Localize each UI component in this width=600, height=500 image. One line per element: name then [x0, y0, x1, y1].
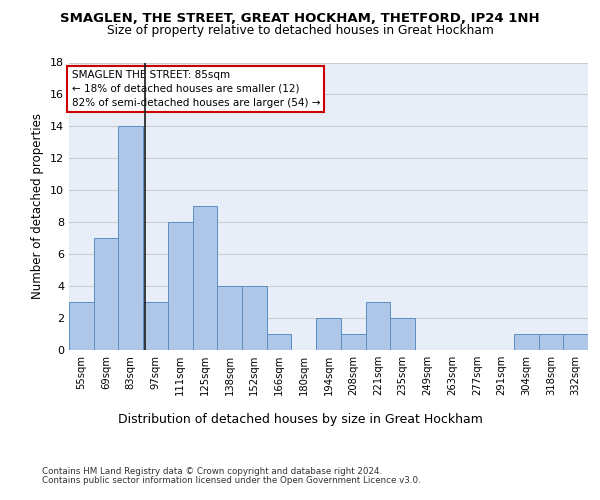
- Text: SMAGLEN, THE STREET, GREAT HOCKHAM, THETFORD, IP24 1NH: SMAGLEN, THE STREET, GREAT HOCKHAM, THET…: [60, 12, 540, 26]
- Text: Contains public sector information licensed under the Open Government Licence v3: Contains public sector information licen…: [42, 476, 421, 485]
- Text: Distribution of detached houses by size in Great Hockham: Distribution of detached houses by size …: [118, 412, 482, 426]
- Bar: [316, 318, 341, 350]
- Bar: [539, 334, 563, 350]
- Bar: [94, 238, 118, 350]
- Bar: [341, 334, 365, 350]
- Text: Size of property relative to detached houses in Great Hockham: Size of property relative to detached ho…: [107, 24, 493, 37]
- Y-axis label: Number of detached properties: Number of detached properties: [31, 114, 44, 299]
- Bar: [242, 286, 267, 350]
- Text: SMAGLEN THE STREET: 85sqm
← 18% of detached houses are smaller (12)
82% of semi-: SMAGLEN THE STREET: 85sqm ← 18% of detac…: [71, 70, 320, 108]
- Bar: [193, 206, 217, 350]
- Text: Contains HM Land Registry data © Crown copyright and database right 2024.: Contains HM Land Registry data © Crown c…: [42, 468, 382, 476]
- Bar: [217, 286, 242, 350]
- Bar: [563, 334, 588, 350]
- Bar: [267, 334, 292, 350]
- Bar: [168, 222, 193, 350]
- Bar: [365, 302, 390, 350]
- Bar: [390, 318, 415, 350]
- Bar: [143, 302, 168, 350]
- Bar: [118, 126, 143, 350]
- Bar: [514, 334, 539, 350]
- Bar: [69, 302, 94, 350]
